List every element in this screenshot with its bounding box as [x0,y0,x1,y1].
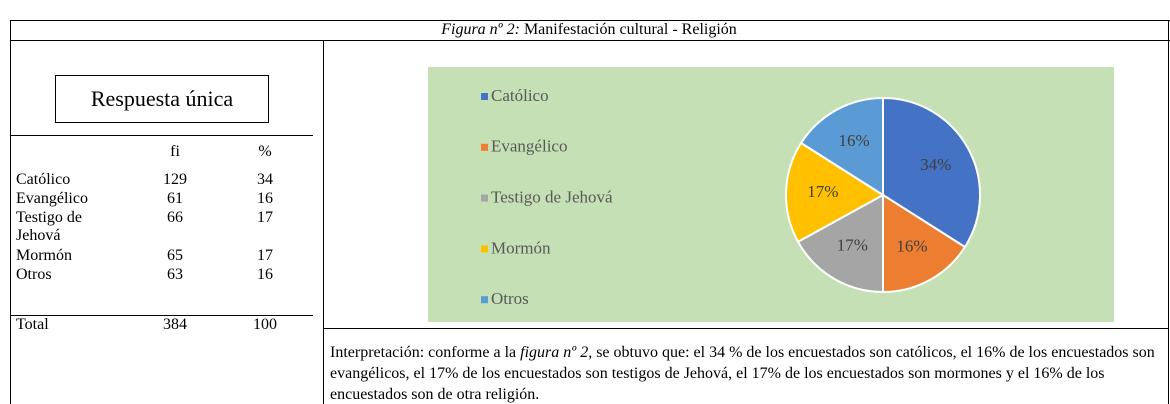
legend-swatch [481,245,488,253]
number-cell: 17 [257,209,273,226]
legend-label: Otros [491,289,529,308]
caption-label: Figura nº 2: [441,21,520,38]
table-title: Respuesta única [55,75,269,123]
number-cell: 384 [163,316,187,333]
caption: Figura nº 2: Manifestación cultural - Re… [10,20,1168,40]
number-cell: 34 [257,171,273,188]
interpretation: Interpretación: conforme a la figura nº … [330,342,1166,404]
chart-area [428,67,1114,322]
legend-label: Testigo de Jehová [491,188,613,207]
text: , se obtuvo que: el 34 % de los encuesta… [330,344,1155,403]
text: figura nº 2 [520,344,589,361]
number-cell: 65 [167,247,183,264]
legend-label: Católico [491,86,549,105]
value-label: 17% [837,236,868,255]
row-label: Testigo de Jehová [16,209,82,244]
legend-swatch [481,296,488,304]
value-label: 34% [920,155,951,174]
number-cell: 63 [167,266,183,283]
legend-swatch [481,143,488,151]
value-label: 16% [896,237,927,256]
border [323,328,1169,329]
pie-slice [882,193,967,294]
number-cell: 100 [253,316,277,333]
legend-swatch [481,194,488,202]
pie-slice [796,193,884,294]
text: Interpretación: conforme a la [330,344,521,361]
number-cell: 16 [257,190,273,207]
legend-label: Evangélico [491,137,567,156]
border [1168,20,1169,404]
number-cell: 61 [167,190,183,207]
number-cell: 129 [163,171,187,188]
header-cell: fi [170,143,180,160]
header-cell: % [258,143,272,160]
legend-label: Mormón [491,238,551,257]
number-cell: 66 [167,209,183,226]
row-label: Total [16,316,49,333]
border [323,40,324,404]
border [10,20,1170,21]
value-label: 16% [838,131,869,150]
pie-slice [799,96,884,197]
pie-slice [785,141,885,244]
row-label: Evangélico [16,190,88,207]
number-cell: 17 [257,247,273,264]
row-label: Mormón [16,247,72,264]
row-label: Otros [16,266,52,283]
value-label: 17% [807,182,838,201]
row-label: Católico [16,171,71,188]
rule [10,315,313,316]
legend-swatch [481,93,488,100]
border [10,40,1170,41]
number-cell: 16 [257,266,273,283]
border [10,20,11,404]
rule [10,135,313,136]
caption-text: Manifestación cultural - Religión [523,21,737,38]
